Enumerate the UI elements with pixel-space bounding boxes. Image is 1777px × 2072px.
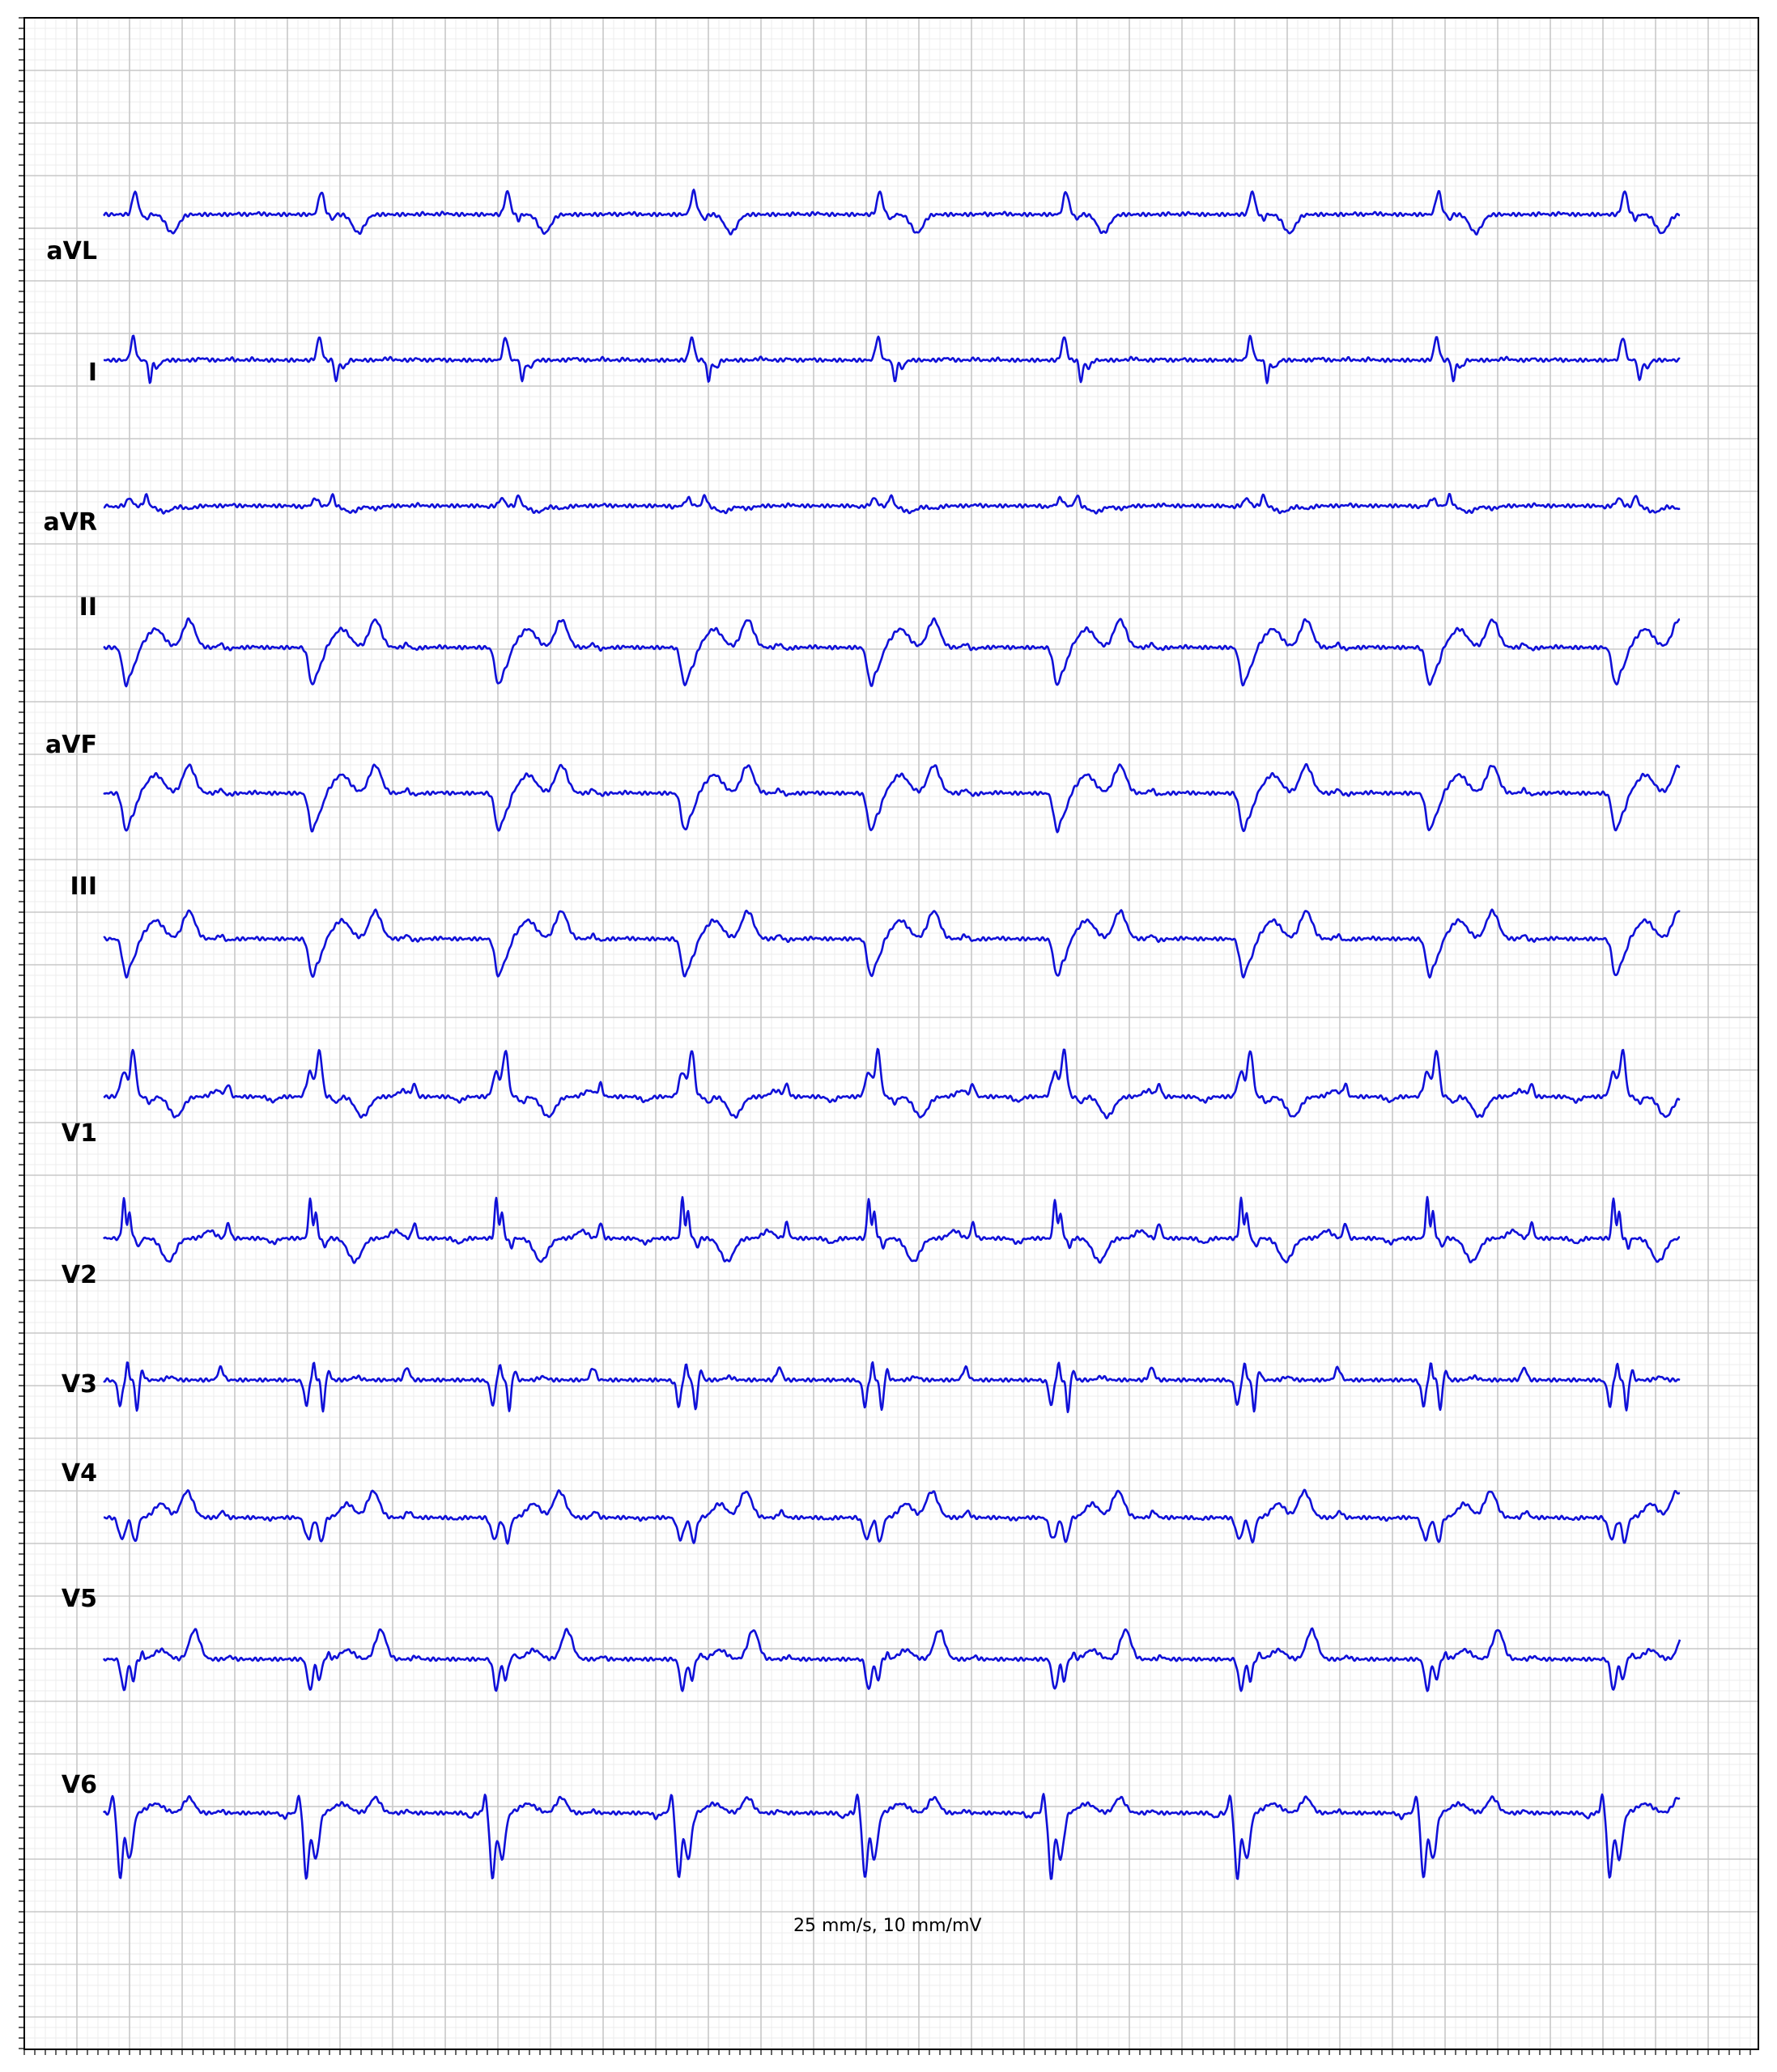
lead-label-v6: V6 xyxy=(62,1771,97,1799)
lead-label-i: I xyxy=(88,359,97,387)
ecg-trace-ii xyxy=(103,617,1681,688)
ecg-traces xyxy=(102,189,1681,1880)
ecg-trace-iii xyxy=(103,908,1681,979)
ecg-trace-i xyxy=(103,334,1681,384)
recording-settings-annotation: 25 mm/s, 10 mm/mV xyxy=(793,1916,981,1936)
tick-marks xyxy=(19,17,1751,2055)
ecg-trace-avf xyxy=(103,762,1681,834)
chart-frame xyxy=(23,17,1759,2050)
lead-label-v1: V1 xyxy=(62,1119,97,1148)
lead-label-v2: V2 xyxy=(62,1261,97,1289)
ecg-trace-avl xyxy=(103,189,1681,236)
ecg-trace-v3 xyxy=(103,1361,1681,1413)
lead-label-v3: V3 xyxy=(62,1370,97,1399)
lead-label-iii: III xyxy=(70,873,98,901)
ecg-trace-avr xyxy=(103,493,1681,515)
ecg-trace-v4 xyxy=(103,1488,1681,1545)
lead-label-v5: V5 xyxy=(62,1585,97,1613)
ecg-trace-v1 xyxy=(103,1047,1681,1119)
ecg-trace-v6 xyxy=(102,1793,1681,1880)
lead-label-avf: aVF xyxy=(45,731,97,759)
lead-label-v4: V4 xyxy=(62,1459,97,1488)
axis-ticks xyxy=(19,17,1751,2055)
lead-label-ii: II xyxy=(79,593,97,622)
ecg-trace-v5 xyxy=(102,1627,1681,1692)
lead-label-avr: aVR xyxy=(43,508,97,537)
ecg-trace-v2 xyxy=(103,1195,1681,1264)
lead-label-avl: aVL xyxy=(46,237,97,265)
